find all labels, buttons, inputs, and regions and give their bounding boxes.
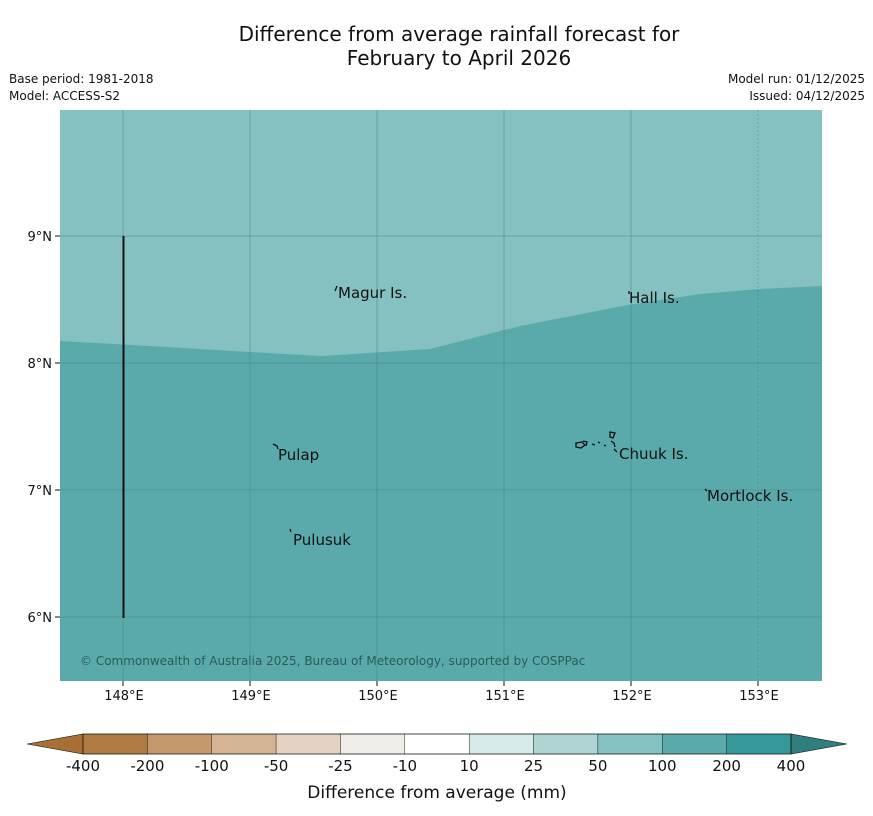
issued-date: Issued: 04/12/2025 — [749, 89, 865, 103]
colorbar-tick-label: -50 — [264, 757, 289, 775]
chart-title: Difference from average rainfall forecas… — [0, 22, 873, 70]
base-period: Base period: 1981-2018 — [9, 72, 154, 86]
colorbar-tick-label: -100 — [195, 757, 229, 775]
title-line-2: February to April 2026 — [346, 46, 572, 70]
colorbar-swatch — [404, 733, 470, 755]
copyright-notice: © Commonwealth of Australia 2025, Bureau… — [80, 654, 585, 668]
lat-tick-label: 7°N — [28, 484, 53, 499]
island-mortlock — [704, 488, 708, 492]
colorbar-tick-label: 200 — [712, 757, 741, 775]
colorbar-tick-label: 10 — [460, 757, 479, 775]
colorbar-tick-label: -400 — [66, 757, 100, 775]
colorbar-swatch — [662, 733, 727, 755]
colorbar-swatch — [211, 733, 277, 755]
place-label-magur: Magur Is. — [338, 284, 407, 302]
title-line-1: Difference from average rainfall forecas… — [238, 22, 680, 46]
lon-tick-label: 148°E — [104, 689, 144, 704]
colorbar-title: Difference from average (mm) — [307, 783, 566, 803]
colorbar-swatch — [340, 733, 406, 755]
place-label-chuuk: Chuuk Is. — [619, 445, 688, 463]
colorbar-extend-low — [26, 733, 84, 755]
colorbar-tick-label: 25 — [524, 757, 543, 775]
model-name: Model: ACCESS-S2 — [9, 89, 121, 103]
colorbar-swatch — [82, 733, 148, 755]
lon-tick-label: 151°E — [485, 689, 525, 704]
place-label-hall: Hall Is. — [629, 289, 680, 307]
colorbar-tick-label: -10 — [393, 757, 418, 775]
lat-tick-label: 9°N — [28, 230, 53, 245]
place-label-pulap: Pulap — [278, 446, 319, 464]
colorbar-tick-label: 50 — [588, 757, 607, 775]
colorbar-tick-label: -25 — [328, 757, 353, 775]
colorbar-swatch — [533, 733, 599, 755]
island-magur — [334, 285, 338, 292]
place-label-pulusuk: Pulusuk — [293, 531, 351, 549]
colorbar-extend-high — [790, 733, 848, 755]
colorbar-tick-label: 100 — [648, 757, 677, 775]
lon-tick-label: 150°E — [358, 689, 398, 704]
place-label-mortlock: Mortlock Is. — [707, 487, 793, 505]
colorbar-tick-label: -200 — [130, 757, 164, 775]
island-pulusuk — [289, 528, 292, 533]
island-chuuk — [575, 431, 618, 453]
lon-tick-label: 153°E — [739, 689, 779, 704]
region-100-200 — [60, 286, 822, 681]
lon-axis: 148°E 149°E 150°E 151°E 152°E 153°E — [104, 681, 779, 704]
island-pulap — [272, 443, 279, 450]
colorbar-swatch — [147, 733, 212, 755]
lat-axis: 9°N 8°N 7°N 6°N — [28, 230, 60, 626]
lat-tick-label: 8°N — [28, 357, 53, 372]
colorbar-tick-label: 400 — [777, 757, 806, 775]
colorbar-swatch — [468, 733, 534, 755]
model-run: Model run: 01/12/2025 — [727, 72, 865, 86]
colorbar-swatch — [275, 733, 341, 755]
meta-right: Model run: 01/12/2025 Issued: 04/12/2025 — [728, 71, 865, 105]
lon-tick-label: 149°E — [231, 689, 271, 704]
island-markers — [272, 285, 708, 533]
meta-left: Base period: 1981-2018 Model: ACCESS-S2 — [9, 71, 154, 105]
colorbar-swatch — [726, 733, 792, 755]
lat-tick-label: 6°N — [28, 611, 53, 626]
colorbar: -400 -200 -100 -50 -25 -10 10 25 50 100 200 400 Dif… — [26, 733, 848, 803]
lon-tick-label: 152°E — [612, 689, 652, 704]
colorbar-swatch — [597, 733, 663, 755]
